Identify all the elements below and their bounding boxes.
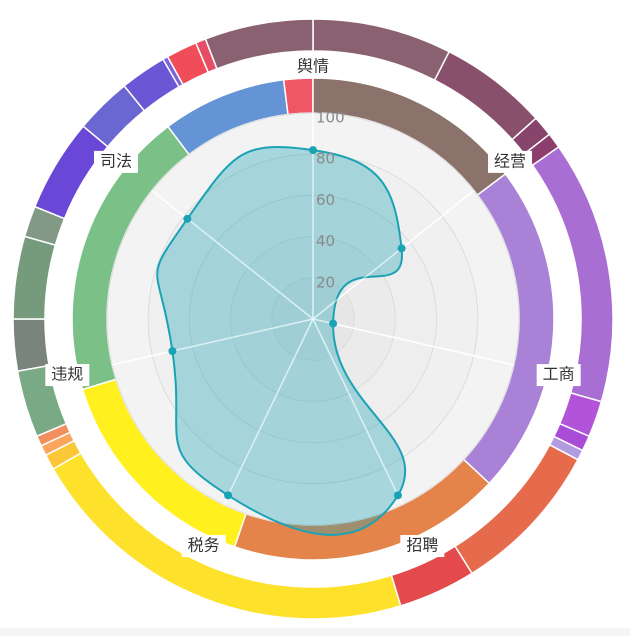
radar-data-point[interactable] [309, 146, 317, 155]
radar-spoke-overlay [111, 318, 314, 366]
radar-data-point[interactable] [329, 319, 338, 328]
radial-tick-label: 60 [316, 191, 335, 209]
radar-spoke-overlay [312, 318, 404, 505]
outer-ring-segment[interactable] [12, 235, 57, 320]
radar-spoke-overlay [312, 318, 515, 366]
outer-ring-segment[interactable] [12, 318, 50, 372]
outer-ring [12, 18, 614, 620]
radar-data-point[interactable] [183, 214, 192, 223]
indicator-label-bg [93, 150, 138, 173]
radial-tick-label: 20 [316, 273, 335, 291]
footer-strip [0, 628, 630, 636]
radial-tick-label: 100 [316, 109, 345, 127]
radar-data-point[interactable] [397, 244, 406, 253]
radar-spoke-overlay [151, 189, 314, 320]
radar-data-point[interactable] [393, 491, 402, 500]
indicator-label-bg [291, 56, 335, 78]
indicator-label-bg [181, 535, 226, 558]
indicator-label: 舆情 [297, 57, 329, 76]
radar-data-point[interactable] [224, 491, 233, 500]
inner-ring-segment[interactable] [282, 77, 314, 116]
indicator-label: 工商 [543, 365, 575, 384]
indicator-label-bg [488, 150, 533, 173]
radar-spoke-overlay [222, 318, 314, 505]
indicator-label: 司法 [100, 151, 132, 170]
outer-ring-segment[interactable] [204, 18, 314, 70]
radial-tick-label: 40 [316, 232, 335, 250]
indicator-label-bg [536, 364, 581, 387]
indicator-label: 招聘 [406, 536, 438, 555]
indicator-label: 税务 [188, 536, 220, 555]
radar-series [111, 113, 515, 536]
indicator-label-bg [45, 364, 90, 387]
indicator-label: 违规 [51, 365, 83, 384]
radial-tick-labels: 20 40 60 80 100 [316, 109, 345, 292]
indicator-label-bg [400, 535, 445, 558]
indicator-label: 经营 [494, 151, 526, 170]
radar-data-point[interactable] [168, 347, 177, 356]
radial-tick-label: 80 [316, 150, 335, 168]
radar-spoke-overlay [312, 189, 475, 320]
